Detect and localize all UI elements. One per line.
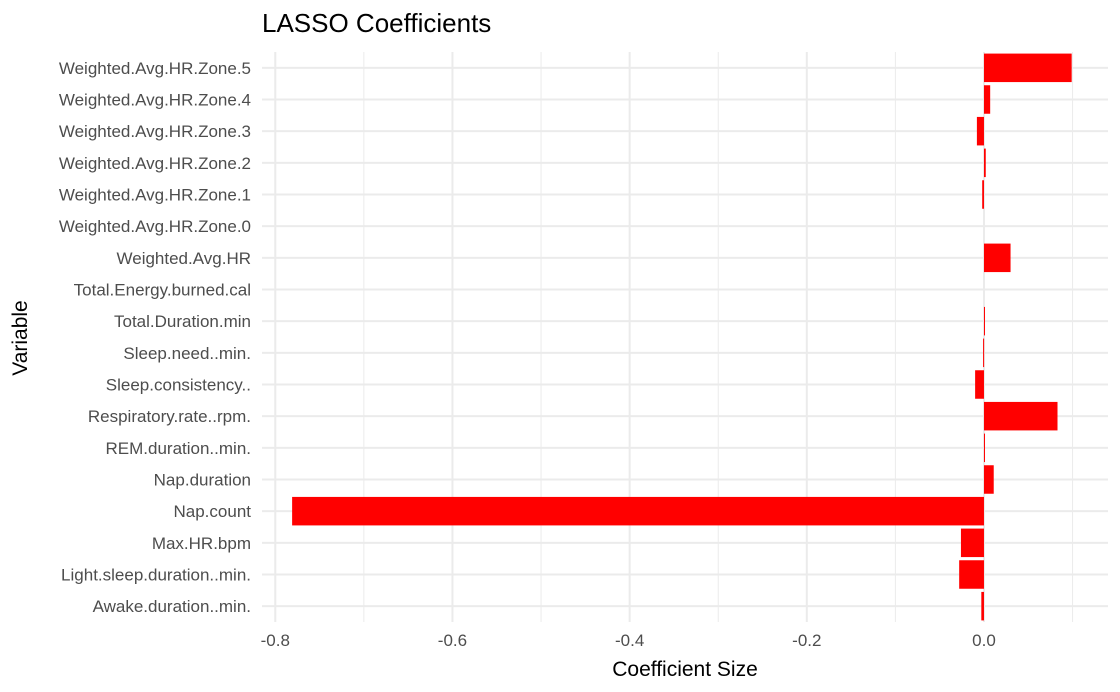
y-tick-label: Nap.duration xyxy=(154,471,251,490)
bar xyxy=(983,306,985,336)
y-tick-label: Weighted.Avg.HR.Zone.5 xyxy=(59,59,251,78)
y-axis-label: Variable xyxy=(9,300,32,376)
y-tick-label: Sleep.consistency.. xyxy=(106,376,251,395)
bar xyxy=(976,116,984,146)
x-tick-label: -0.6 xyxy=(438,631,467,650)
bar xyxy=(983,465,994,494)
x-tick-label: -0.2 xyxy=(792,631,821,650)
x-tick-label: 0.0 xyxy=(972,631,996,650)
bar xyxy=(983,85,991,114)
y-tick-label: Sleep.need..min. xyxy=(123,344,251,363)
bar xyxy=(983,338,985,368)
y-tick-label: Respiratory.rate..rpm. xyxy=(88,407,251,426)
bar xyxy=(982,180,984,209)
x-tick-label: -0.4 xyxy=(615,631,644,650)
x-tick-labels: -0.8 -0.6 -0.4 -0.2 0.0 xyxy=(261,631,996,650)
bar xyxy=(983,401,1058,431)
y-tick-label: Total.Energy.burned.cal xyxy=(74,281,251,300)
bar xyxy=(960,528,984,558)
x-tick-label: -0.8 xyxy=(261,631,290,650)
bar xyxy=(983,148,986,178)
y-tick-labels: Weighted.Avg.HR.Zone.5 Weighted.Avg.HR.Zo… xyxy=(59,59,251,616)
y-tick-label: REM.duration..min. xyxy=(106,439,252,458)
y-tick-label: Weighted.Avg.HR.Zone.4 xyxy=(59,91,251,110)
bar xyxy=(959,560,984,589)
y-tick-label: Total.Duration.min xyxy=(114,312,251,331)
y-tick-label: Weighted.Avg.HR.Zone.2 xyxy=(59,154,251,173)
bar xyxy=(983,53,1072,83)
y-tick-label: Weighted.Avg.HR xyxy=(117,249,252,268)
bar xyxy=(981,591,984,621)
x-axis-label: Coefficient Size xyxy=(612,658,758,681)
y-tick-label: Weighted.Avg.HR.Zone.3 xyxy=(59,122,251,141)
y-tick-label: Weighted.Avg.HR.Zone.0 xyxy=(59,217,251,236)
bar xyxy=(975,370,984,399)
y-tick-label: Max.HR.bpm xyxy=(152,534,251,553)
bar xyxy=(292,496,984,526)
y-tick-label: Awake.duration..min. xyxy=(93,597,251,616)
bars xyxy=(292,53,1072,621)
bar xyxy=(983,433,985,463)
chart-title: LASSO Coefficients xyxy=(262,8,491,38)
y-tick-label: Nap.count xyxy=(174,502,252,521)
y-tick-label: Light.sleep.duration..min. xyxy=(61,566,251,585)
bar xyxy=(983,243,1011,273)
y-tick-label: Weighted.Avg.HR.Zone.1 xyxy=(59,186,251,205)
